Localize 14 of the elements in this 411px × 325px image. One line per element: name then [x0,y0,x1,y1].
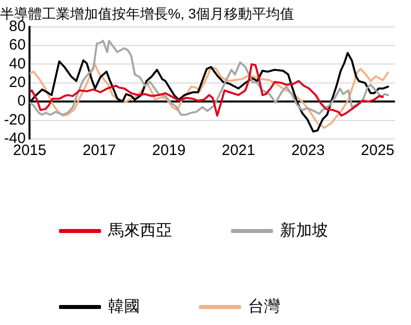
x-tick-label: 2023 [291,142,325,160]
y-tick-label: 40 [8,55,26,72]
y-tick-label: 60 [8,36,26,54]
legend-label: 馬來西亞 [107,221,172,240]
x-tick-label: 2021 [222,142,256,160]
y-tick-label: 0 [17,92,26,110]
legend-label: 台灣 [248,297,280,316]
y-tick-label: -20 [4,111,26,128]
x-tick-label: 2017 [82,142,116,160]
legend-label: 韓國 [108,297,140,316]
x-tick-label: 2019 [152,142,186,160]
y-tick-label: 20 [8,74,26,92]
legend-label: 新加坡 [280,221,328,240]
x-tick-label: 2025 [360,142,394,160]
